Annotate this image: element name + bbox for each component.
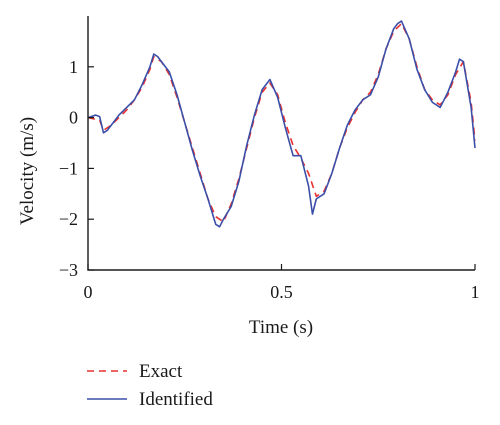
x-axis-title: Time (s) [249,317,313,338]
legend-label-exact: Exact [139,361,183,382]
y-tick-label: 0 [69,108,78,128]
legend: Exact Identified [87,361,213,410]
axis-lines [87,16,475,271]
y-tick-label: −2 [59,209,78,229]
tick-layer: 0 0.5 1 −3 −2 −1 0 1 [59,57,480,302]
x-tick-label: 0.5 [270,282,293,302]
y-tick-label: −1 [59,158,78,178]
y-axis-title: Velocity (m/s) [17,117,38,225]
y-tick-label: −3 [59,260,78,280]
series-layer [87,20,476,228]
x-tick-label: 1 [471,282,480,302]
series-line-exact [87,22,476,223]
x-tick-label: 0 [84,282,93,302]
y-tick-label: 1 [69,57,78,77]
series-line-identified [87,20,476,228]
legend-label-identified: Identified [139,389,213,410]
plot-frame [87,16,475,271]
